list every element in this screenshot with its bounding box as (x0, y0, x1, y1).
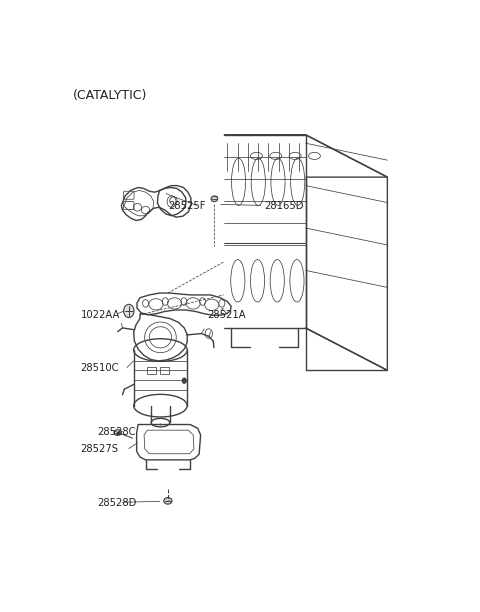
Text: 28165D: 28165D (264, 201, 303, 211)
Ellipse shape (164, 498, 172, 504)
Text: 28510C: 28510C (81, 363, 119, 373)
Text: 28527S: 28527S (81, 444, 119, 455)
Text: (CATALYTIC): (CATALYTIC) (73, 89, 147, 102)
Text: 28528C: 28528C (97, 427, 136, 436)
Text: 28521A: 28521A (207, 310, 246, 319)
Text: 1022AA: 1022AA (81, 310, 120, 319)
Bar (160, 367, 168, 374)
Circle shape (124, 304, 134, 318)
Circle shape (182, 378, 186, 384)
Text: 28528D: 28528D (97, 498, 137, 508)
Bar (147, 367, 156, 374)
Ellipse shape (114, 430, 121, 435)
Text: 28525F: 28525F (168, 201, 205, 211)
Ellipse shape (211, 196, 218, 201)
